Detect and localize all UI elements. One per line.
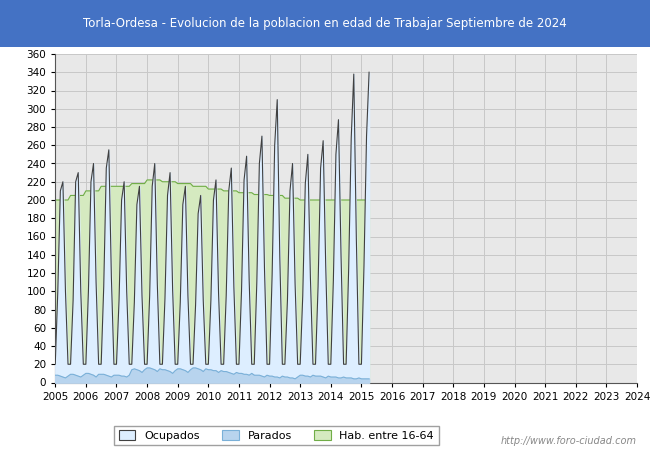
Legend: Ocupados, Parados, Hab. entre 16-64: Ocupados, Parados, Hab. entre 16-64 (114, 426, 439, 446)
Text: http://www.foro-ciudad.com: http://www.foro-ciudad.com (501, 436, 637, 446)
Text: Torla-Ordesa - Evolucion de la poblacion en edad de Trabajar Septiembre de 2024: Torla-Ordesa - Evolucion de la poblacion… (83, 17, 567, 30)
